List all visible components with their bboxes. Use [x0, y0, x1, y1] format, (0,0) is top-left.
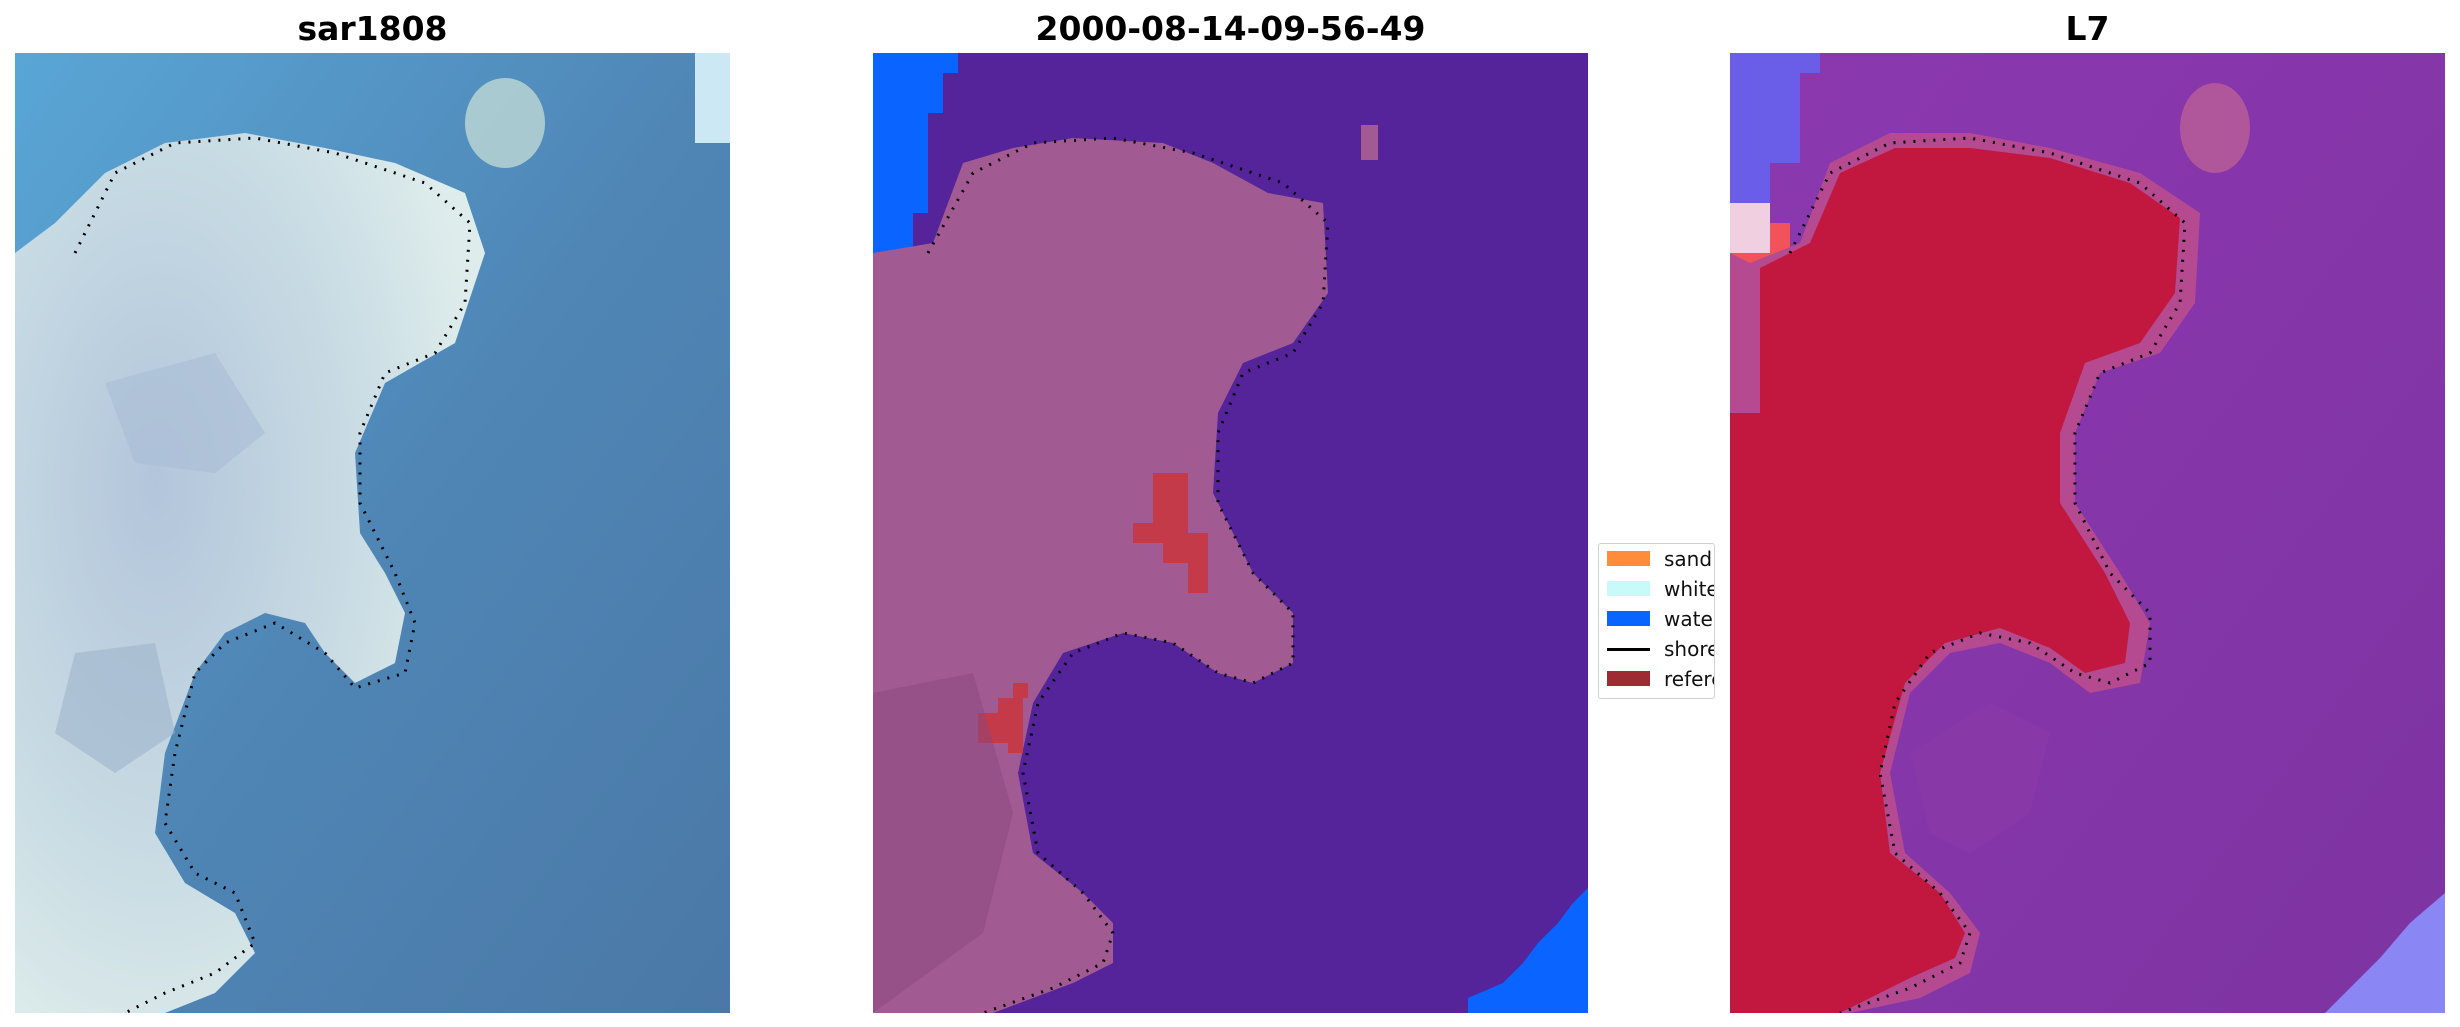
class-water-topleft — [873, 53, 958, 253]
rgb-image-panel — [15, 53, 730, 1013]
rgb-land-shape — [15, 133, 485, 1013]
class-reference-a — [1133, 473, 1208, 593]
index-land-shape — [1730, 148, 2180, 1013]
legend-label-sand: sand — [1664, 547, 1713, 571]
legend-swatch-water — [1607, 611, 1650, 626]
legend-item-water: water — [1599, 604, 1714, 634]
panel-title-rgb: sar1808 — [297, 9, 448, 48]
classified-image — [873, 53, 1588, 1013]
legend-swatch-sand — [1607, 551, 1650, 566]
legend-item-sand: sand — [1599, 544, 1714, 574]
legend-label-reference: reference — [1664, 667, 1714, 691]
rgb-image — [15, 53, 730, 1013]
index-image — [1730, 53, 2445, 1013]
shoreline-trace — [926, 136, 1330, 1013]
legend-item-whitewater: whitewater — [1599, 574, 1715, 604]
class-water-bottomright — [1468, 888, 1588, 1013]
legend-label-water: water — [1664, 607, 1714, 631]
panel-title-index: L7 — [2065, 9, 2110, 48]
legend-swatch-reference — [1607, 671, 1650, 686]
shoreline-trace — [73, 136, 472, 1013]
classified-image-panel — [873, 53, 1588, 1013]
legend-line-shoreline — [1607, 648, 1650, 651]
index-image-panel — [1730, 53, 2445, 1013]
legend-label-whitewater: whitewater — [1664, 577, 1715, 601]
legend: sand whitewater water shoreline referenc… — [1598, 543, 1715, 699]
legend-item-reference: reference — [1599, 664, 1714, 694]
legend-swatch-whitewater — [1607, 581, 1650, 596]
legend-label-shoreline: shoreline — [1664, 637, 1714, 661]
panel-title-classified: 2000-08-14-09-56-49 — [1035, 9, 1426, 48]
shoreline-trace — [1788, 136, 2187, 1013]
legend-item-shoreline: shoreline — [1599, 634, 1714, 664]
